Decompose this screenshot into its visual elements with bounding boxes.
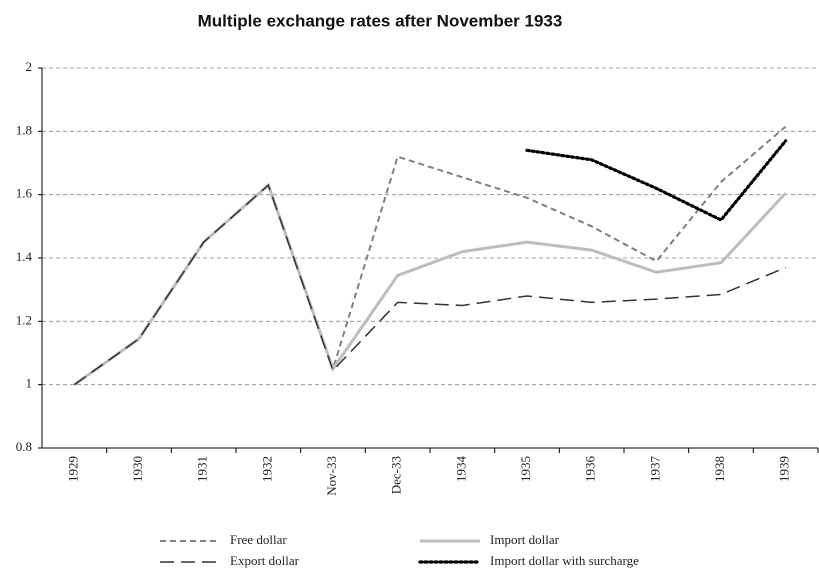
x-tick-label: 1936 — [583, 456, 598, 483]
y-tick-label: 1.6 — [16, 186, 33, 201]
legend-label: Import dollar with surcharge — [490, 553, 639, 568]
x-tick-label: 1932 — [259, 456, 274, 482]
y-tick-label: 1 — [26, 376, 33, 391]
series-line — [525, 139, 788, 222]
legend-label: Import dollar — [490, 532, 560, 547]
x-tick-label: 1935 — [518, 456, 533, 482]
x-tick-label: 1931 — [195, 456, 210, 482]
series-line — [73, 125, 787, 386]
legend-label: Free dollar — [230, 532, 287, 547]
series-line — [73, 183, 786, 386]
x-tick-label: 1938 — [712, 456, 727, 482]
x-tick-label: 1930 — [130, 456, 145, 482]
y-tick-label: 0.8 — [16, 439, 32, 454]
series-line — [73, 182, 787, 386]
chart-title: Multiple exchange rates after November 1… — [198, 11, 563, 30]
x-tick-label: Nov-33 — [324, 456, 339, 496]
y-tick-label: 2 — [26, 59, 33, 74]
x-tick-label: 1939 — [777, 456, 792, 482]
y-tick-label: 1.2 — [16, 312, 32, 327]
x-tick-label: 1929 — [65, 456, 80, 482]
y-tick-label: 1.4 — [16, 249, 33, 264]
x-tick-label: 1937 — [647, 456, 662, 483]
y-tick-label: 1.8 — [16, 122, 32, 137]
legend-label: Export dollar — [230, 553, 300, 568]
x-tick-label: 1934 — [453, 456, 468, 483]
x-tick-label: Dec-33 — [389, 456, 404, 494]
